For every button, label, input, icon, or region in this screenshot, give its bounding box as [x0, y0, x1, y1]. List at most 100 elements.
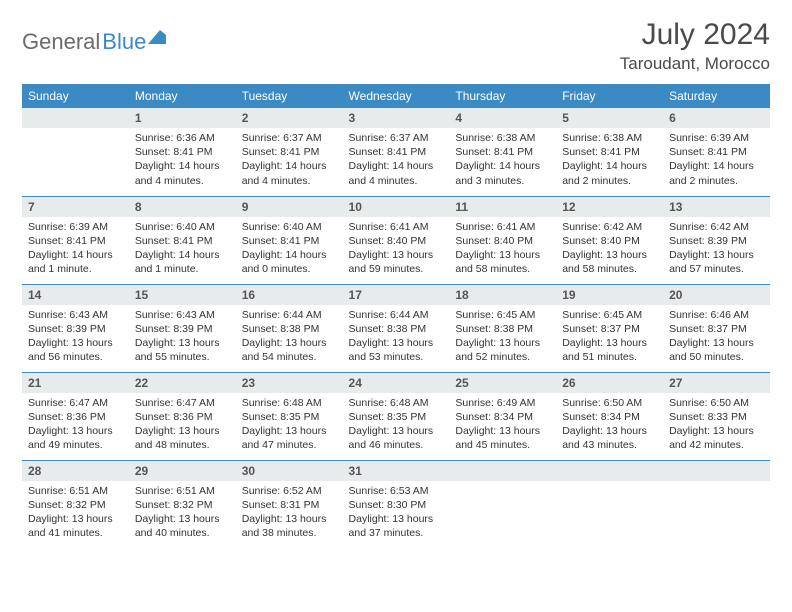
weekday-header: Monday	[129, 84, 236, 108]
day-body: Sunrise: 6:43 AMSunset: 8:39 PMDaylight:…	[22, 305, 129, 369]
day-number: 29	[129, 461, 236, 481]
day-number: 25	[449, 373, 556, 393]
day-number: 22	[129, 373, 236, 393]
day-body: Sunrise: 6:37 AMSunset: 8:41 PMDaylight:…	[343, 128, 450, 192]
day-body: Sunrise: 6:42 AMSunset: 8:39 PMDaylight:…	[663, 217, 770, 281]
day-number: 20	[663, 285, 770, 305]
calendar-day-cell: 8Sunrise: 6:40 AMSunset: 8:41 PMDaylight…	[129, 196, 236, 284]
day-number: 9	[236, 197, 343, 217]
day-number: 11	[449, 197, 556, 217]
day-number: 12	[556, 197, 663, 217]
day-body: Sunrise: 6:36 AMSunset: 8:41 PMDaylight:…	[129, 128, 236, 192]
day-body: Sunrise: 6:50 AMSunset: 8:33 PMDaylight:…	[663, 393, 770, 457]
day-number: 2	[236, 108, 343, 128]
calendar-day-cell: 27Sunrise: 6:50 AMSunset: 8:33 PMDayligh…	[663, 372, 770, 460]
logo-mark-icon	[148, 24, 166, 50]
calendar-day-cell: 11Sunrise: 6:41 AMSunset: 8:40 PMDayligh…	[449, 196, 556, 284]
calendar-day-cell: 20Sunrise: 6:46 AMSunset: 8:37 PMDayligh…	[663, 284, 770, 372]
calendar-day-cell: 21Sunrise: 6:47 AMSunset: 8:36 PMDayligh…	[22, 372, 129, 460]
day-body: Sunrise: 6:48 AMSunset: 8:35 PMDaylight:…	[236, 393, 343, 457]
day-body: Sunrise: 6:50 AMSunset: 8:34 PMDaylight:…	[556, 393, 663, 457]
day-body: Sunrise: 6:43 AMSunset: 8:39 PMDaylight:…	[129, 305, 236, 369]
logo-text-gray: General	[22, 29, 100, 55]
day-number: 17	[343, 285, 450, 305]
day-number: 19	[556, 285, 663, 305]
calendar-day-cell: 24Sunrise: 6:48 AMSunset: 8:35 PMDayligh…	[343, 372, 450, 460]
calendar-day-cell: 4Sunrise: 6:38 AMSunset: 8:41 PMDaylight…	[449, 108, 556, 196]
calendar-day-cell: 6Sunrise: 6:39 AMSunset: 8:41 PMDaylight…	[663, 108, 770, 196]
calendar-day-cell: 30Sunrise: 6:52 AMSunset: 8:31 PMDayligh…	[236, 460, 343, 548]
calendar-week-row: 28Sunrise: 6:51 AMSunset: 8:32 PMDayligh…	[22, 460, 770, 548]
day-number: 14	[22, 285, 129, 305]
day-body: Sunrise: 6:37 AMSunset: 8:41 PMDaylight:…	[236, 128, 343, 192]
weekday-header: Sunday	[22, 84, 129, 108]
day-number: 8	[129, 197, 236, 217]
day-body: Sunrise: 6:42 AMSunset: 8:40 PMDaylight:…	[556, 217, 663, 281]
location: Taroudant, Morocco	[620, 54, 770, 74]
day-number: 4	[449, 108, 556, 128]
day-number: 10	[343, 197, 450, 217]
logo-text-blue: Blue	[102, 24, 166, 60]
calendar-day-cell: 15Sunrise: 6:43 AMSunset: 8:39 PMDayligh…	[129, 284, 236, 372]
day-number: 6	[663, 108, 770, 128]
calendar-day-cell: 26Sunrise: 6:50 AMSunset: 8:34 PMDayligh…	[556, 372, 663, 460]
calendar-day-cell: 9Sunrise: 6:40 AMSunset: 8:41 PMDaylight…	[236, 196, 343, 284]
day-number: 3	[343, 108, 450, 128]
day-body: Sunrise: 6:53 AMSunset: 8:30 PMDaylight:…	[343, 481, 450, 545]
calendar-week-row: 14Sunrise: 6:43 AMSunset: 8:39 PMDayligh…	[22, 284, 770, 372]
calendar-day-cell: 1Sunrise: 6:36 AMSunset: 8:41 PMDaylight…	[129, 108, 236, 196]
day-number: 1	[129, 108, 236, 128]
title-block: July 2024 Taroudant, Morocco	[620, 18, 770, 74]
day-number: 27	[663, 373, 770, 393]
day-body: Sunrise: 6:41 AMSunset: 8:40 PMDaylight:…	[449, 217, 556, 281]
calendar-day-cell: 7Sunrise: 6:39 AMSunset: 8:41 PMDaylight…	[22, 196, 129, 284]
month-title: July 2024	[620, 18, 770, 52]
calendar-day-cell: 16Sunrise: 6:44 AMSunset: 8:38 PMDayligh…	[236, 284, 343, 372]
calendar-day-cell: 28Sunrise: 6:51 AMSunset: 8:32 PMDayligh…	[22, 460, 129, 548]
day-body: Sunrise: 6:47 AMSunset: 8:36 PMDaylight:…	[129, 393, 236, 457]
day-body: Sunrise: 6:41 AMSunset: 8:40 PMDaylight:…	[343, 217, 450, 281]
calendar-day-cell: 13Sunrise: 6:42 AMSunset: 8:39 PMDayligh…	[663, 196, 770, 284]
day-number: 28	[22, 461, 129, 481]
weekday-header: Friday	[556, 84, 663, 108]
day-number: 7	[22, 197, 129, 217]
day-body: Sunrise: 6:38 AMSunset: 8:41 PMDaylight:…	[556, 128, 663, 192]
day-number: 16	[236, 285, 343, 305]
day-number: 21	[22, 373, 129, 393]
weekday-header: Wednesday	[343, 84, 450, 108]
day-number-empty	[663, 461, 770, 481]
calendar-day-cell: 10Sunrise: 6:41 AMSunset: 8:40 PMDayligh…	[343, 196, 450, 284]
calendar-week-row: 21Sunrise: 6:47 AMSunset: 8:36 PMDayligh…	[22, 372, 770, 460]
day-number: 18	[449, 285, 556, 305]
day-body: Sunrise: 6:51 AMSunset: 8:32 PMDaylight:…	[22, 481, 129, 545]
day-number: 5	[556, 108, 663, 128]
calendar-day-cell: 19Sunrise: 6:45 AMSunset: 8:37 PMDayligh…	[556, 284, 663, 372]
weekday-header-row: SundayMondayTuesdayWednesdayThursdayFrid…	[22, 84, 770, 108]
calendar-day-cell: 22Sunrise: 6:47 AMSunset: 8:36 PMDayligh…	[129, 372, 236, 460]
calendar-day-cell: 14Sunrise: 6:43 AMSunset: 8:39 PMDayligh…	[22, 284, 129, 372]
day-number: 15	[129, 285, 236, 305]
logo-blue-text: Blue	[102, 29, 146, 55]
calendar-day-cell: 12Sunrise: 6:42 AMSunset: 8:40 PMDayligh…	[556, 196, 663, 284]
calendar-day-cell	[663, 460, 770, 548]
day-body: Sunrise: 6:40 AMSunset: 8:41 PMDaylight:…	[129, 217, 236, 281]
calendar-day-cell: 23Sunrise: 6:48 AMSunset: 8:35 PMDayligh…	[236, 372, 343, 460]
calendar-week-row: 7Sunrise: 6:39 AMSunset: 8:41 PMDaylight…	[22, 196, 770, 284]
day-body: Sunrise: 6:38 AMSunset: 8:41 PMDaylight:…	[449, 128, 556, 192]
day-body: Sunrise: 6:39 AMSunset: 8:41 PMDaylight:…	[663, 128, 770, 192]
day-number: 13	[663, 197, 770, 217]
day-number-empty	[22, 108, 129, 128]
calendar-day-cell: 18Sunrise: 6:45 AMSunset: 8:38 PMDayligh…	[449, 284, 556, 372]
day-number: 26	[556, 373, 663, 393]
day-body: Sunrise: 6:44 AMSunset: 8:38 PMDaylight:…	[343, 305, 450, 369]
calendar-day-cell	[22, 108, 129, 196]
calendar-day-cell: 2Sunrise: 6:37 AMSunset: 8:41 PMDaylight…	[236, 108, 343, 196]
logo: General Blue	[22, 24, 166, 60]
day-body: Sunrise: 6:51 AMSunset: 8:32 PMDaylight:…	[129, 481, 236, 545]
day-body: Sunrise: 6:48 AMSunset: 8:35 PMDaylight:…	[343, 393, 450, 457]
day-number: 30	[236, 461, 343, 481]
day-number: 23	[236, 373, 343, 393]
calendar-week-row: 1Sunrise: 6:36 AMSunset: 8:41 PMDaylight…	[22, 108, 770, 196]
day-number: 24	[343, 373, 450, 393]
day-body: Sunrise: 6:40 AMSunset: 8:41 PMDaylight:…	[236, 217, 343, 281]
